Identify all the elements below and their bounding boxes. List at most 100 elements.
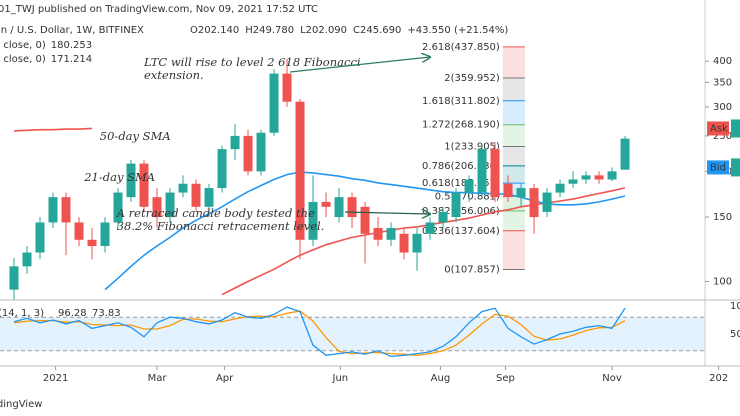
candle-body — [334, 197, 344, 218]
candle-body — [321, 201, 331, 207]
candle-body — [347, 197, 357, 218]
oscillator-pane — [0, 306, 705, 358]
y-tick-label: 250 — [713, 131, 732, 142]
candle-body — [516, 188, 526, 198]
fib-band — [502, 46, 525, 78]
candle-body — [100, 222, 110, 247]
y-tick-label: 150 — [713, 212, 732, 223]
annotation: extension. — [144, 68, 204, 82]
fib-label: 1.618(311.802) — [422, 96, 500, 107]
candle-body — [230, 135, 240, 150]
fib-label: 0.236(137.604) — [422, 226, 500, 237]
arrow — [289, 57, 430, 73]
candle-body — [48, 197, 58, 223]
candle-body — [542, 192, 552, 212]
fib-label: 0.618(185.757) — [422, 178, 500, 189]
y-tick-label: 350 — [713, 77, 732, 88]
sma-line — [13, 127, 626, 296]
quote-box — [707, 160, 729, 175]
ohlc-value: O202.140 — [190, 25, 239, 36]
sma-legend: , close, 0) — [0, 40, 46, 51]
candle-body — [373, 228, 383, 240]
osc-header: (14, 1, 3) — [0, 308, 44, 319]
candle-body — [568, 179, 578, 184]
x-tick-label: 202 — [709, 373, 728, 384]
candle-body — [35, 222, 45, 253]
osc-k-label: 96.28 — [58, 308, 87, 319]
annotation: 38.2% Fibonacci retracement level. — [117, 219, 325, 233]
candle-body — [438, 211, 448, 223]
fib-band — [502, 146, 525, 166]
candle-body — [477, 149, 487, 193]
candle-body — [191, 183, 201, 207]
osc-band — [0, 317, 705, 351]
candle-body — [425, 222, 435, 234]
candle-body — [490, 149, 500, 198]
arrow — [344, 212, 430, 214]
candle-body — [61, 197, 71, 223]
sma-legend-value: 180.253 — [51, 40, 92, 51]
ohlc-value: C245.690 — [353, 25, 401, 36]
ohlc-value: H249.780 — [245, 25, 294, 36]
candle-body — [269, 73, 279, 133]
fib-band — [502, 100, 525, 125]
osc-tick-label: 50 — [730, 329, 740, 340]
candle-body — [126, 163, 136, 198]
osc-tick-label: 100 — [730, 301, 740, 312]
x-tick-label: Apr — [216, 373, 234, 384]
published: 01_TWJ published on TradingView.com, Nov… — [0, 4, 318, 15]
sma-legend-value: 171.214 — [51, 54, 92, 65]
x-tick-label: Mar — [148, 373, 168, 384]
candle-body — [113, 192, 123, 223]
sma-label: 50-day SMA — [100, 129, 171, 143]
footer: TradingView — [0, 399, 42, 410]
fib-label: 0(107.857) — [444, 264, 500, 275]
fib-band — [502, 77, 525, 101]
candle-body — [256, 132, 266, 172]
ohlc-value: +43.550 (+21.54%) — [407, 25, 508, 36]
candle-body — [412, 233, 422, 253]
candle-body — [22, 252, 32, 267]
quote-label: Ask — [710, 123, 728, 134]
candle-body — [178, 183, 188, 193]
quote-label: Bid — [710, 162, 726, 173]
fib-label: 0.382(156.006) — [422, 206, 500, 217]
candle-body — [607, 171, 617, 180]
fib-band — [502, 124, 525, 147]
symbol: in / U.S. Dollar, 1W, BITFINEX — [0, 25, 144, 36]
annotation: A retraced candle body tested the — [116, 206, 315, 220]
candle-body — [386, 228, 396, 240]
fib-band — [502, 210, 525, 231]
ohlc-value: L202.090 — [300, 25, 347, 36]
quote-box — [707, 121, 729, 136]
candle-body — [503, 183, 513, 198]
candle-body — [295, 101, 305, 240]
y-tick-label: 300 — [713, 102, 732, 113]
candle-body — [464, 179, 474, 193]
fib-band — [502, 165, 525, 184]
candle-body — [139, 163, 149, 207]
fib-label: 1(233.905) — [444, 141, 500, 152]
candle-body — [243, 135, 253, 172]
fib-label: 0.786(206.930) — [422, 161, 500, 172]
candle-body — [87, 239, 97, 247]
candle-body — [555, 183, 565, 193]
osc-line — [13, 306, 626, 358]
candle-body — [204, 188, 214, 207]
candle-body — [620, 138, 630, 170]
fib-label: 2.618(437.850) — [422, 42, 500, 53]
sma-legend: , close, 0) — [0, 54, 46, 65]
candle-body — [74, 222, 84, 240]
candle-body — [308, 201, 318, 240]
candle-body — [529, 188, 539, 218]
candle-body — [360, 206, 370, 234]
fib-label: 0.5(170.881) — [435, 191, 500, 202]
annotation: LTC will rise to level 2 618 Fibonacci — [143, 55, 361, 69]
overlay: 50-day SMA 21-day SMA LTC will rise to lev… — [83, 55, 361, 233]
candle-body — [165, 192, 175, 218]
osc-line — [13, 310, 626, 356]
x-tick-label: Nov — [602, 373, 622, 384]
candle-body — [282, 73, 292, 102]
